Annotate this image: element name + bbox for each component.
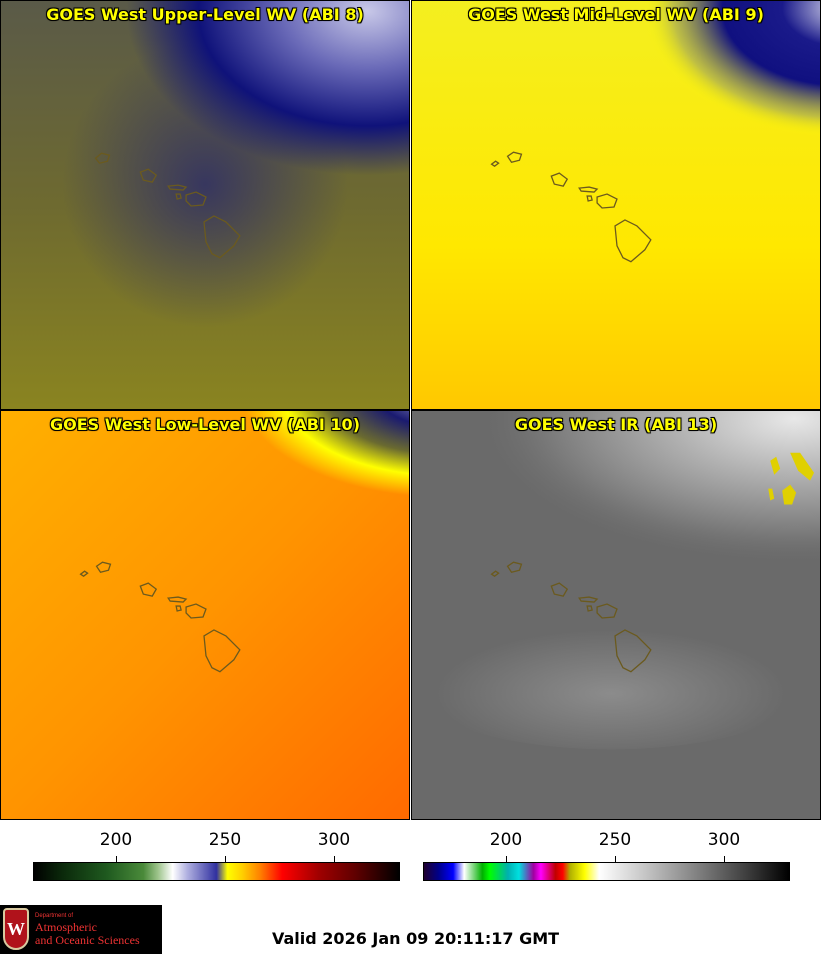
colorbar-wv-gradient <box>33 862 400 881</box>
colorbar-tick-mark <box>506 856 507 862</box>
logo-department-text: Department of <box>35 913 74 919</box>
uw-shield-icon: W <box>3 908 29 950</box>
aos-logo: W Department of Atmospheric and Oceanic … <box>0 905 162 954</box>
colorbar-ir: 200 250 300 <box>411 820 822 905</box>
panel-title: GOES West Mid-Level WV (ABI 9) <box>468 5 764 24</box>
colorbar-tick-mark <box>116 856 117 862</box>
colorbar-tick-label: 250 <box>598 830 632 850</box>
upper-level-wv-image <box>1 1 409 409</box>
panel-title: GOES West Low-Level WV (ABI 10) <box>49 415 360 434</box>
panel-mid-level-wv: GOES West Mid-Level WV (ABI 9) <box>411 0 821 410</box>
panel-upper-level-wv: GOES West Upper-Level WV (ABI 8) <box>0 0 410 410</box>
colorbar-tick-label: 250 <box>208 830 242 850</box>
colorbar-tick-mark <box>615 856 616 862</box>
logo-name-line2: and Oceanic Sciences <box>35 933 140 947</box>
colorbar-ir-gradient <box>423 862 790 881</box>
cold-cloud-tops <box>768 452 815 505</box>
colorbar-wv: 200 250 300 <box>0 820 411 905</box>
ir-image <box>412 411 820 819</box>
colorbar-tick-label: 200 <box>489 830 523 850</box>
coastline-hawaii <box>94 152 241 259</box>
coastline-hawaii <box>79 561 241 673</box>
valid-time: Valid 2026 Jan 09 20:11:17 GMT <box>272 929 560 948</box>
panel-low-level-wv: GOES West Low-Level WV (ABI 10) <box>0 410 410 820</box>
panel-title: GOES West IR (ABI 13) <box>514 415 718 434</box>
panel-ir: GOES West IR (ABI 13) <box>411 410 821 820</box>
logo-name-text: Atmospheric and Oceanic Sciences <box>35 921 140 947</box>
mid-level-wv-image <box>412 1 820 409</box>
colorbar-tick-mark <box>225 856 226 862</box>
colorbar-tick-mark <box>334 856 335 862</box>
logo-name-line1: Atmospheric <box>35 920 97 934</box>
colorbar-tick-label: 300 <box>707 830 741 850</box>
low-level-wv-image <box>1 411 409 819</box>
panel-title: GOES West Upper-Level WV (ABI 8) <box>46 5 364 24</box>
coastline-hawaii <box>490 561 652 673</box>
colorbar-tick-mark <box>724 856 725 862</box>
colorbar-tick-label: 200 <box>99 830 133 850</box>
colorbar-tick-label: 300 <box>317 830 351 850</box>
coastline-hawaii <box>490 151 652 263</box>
